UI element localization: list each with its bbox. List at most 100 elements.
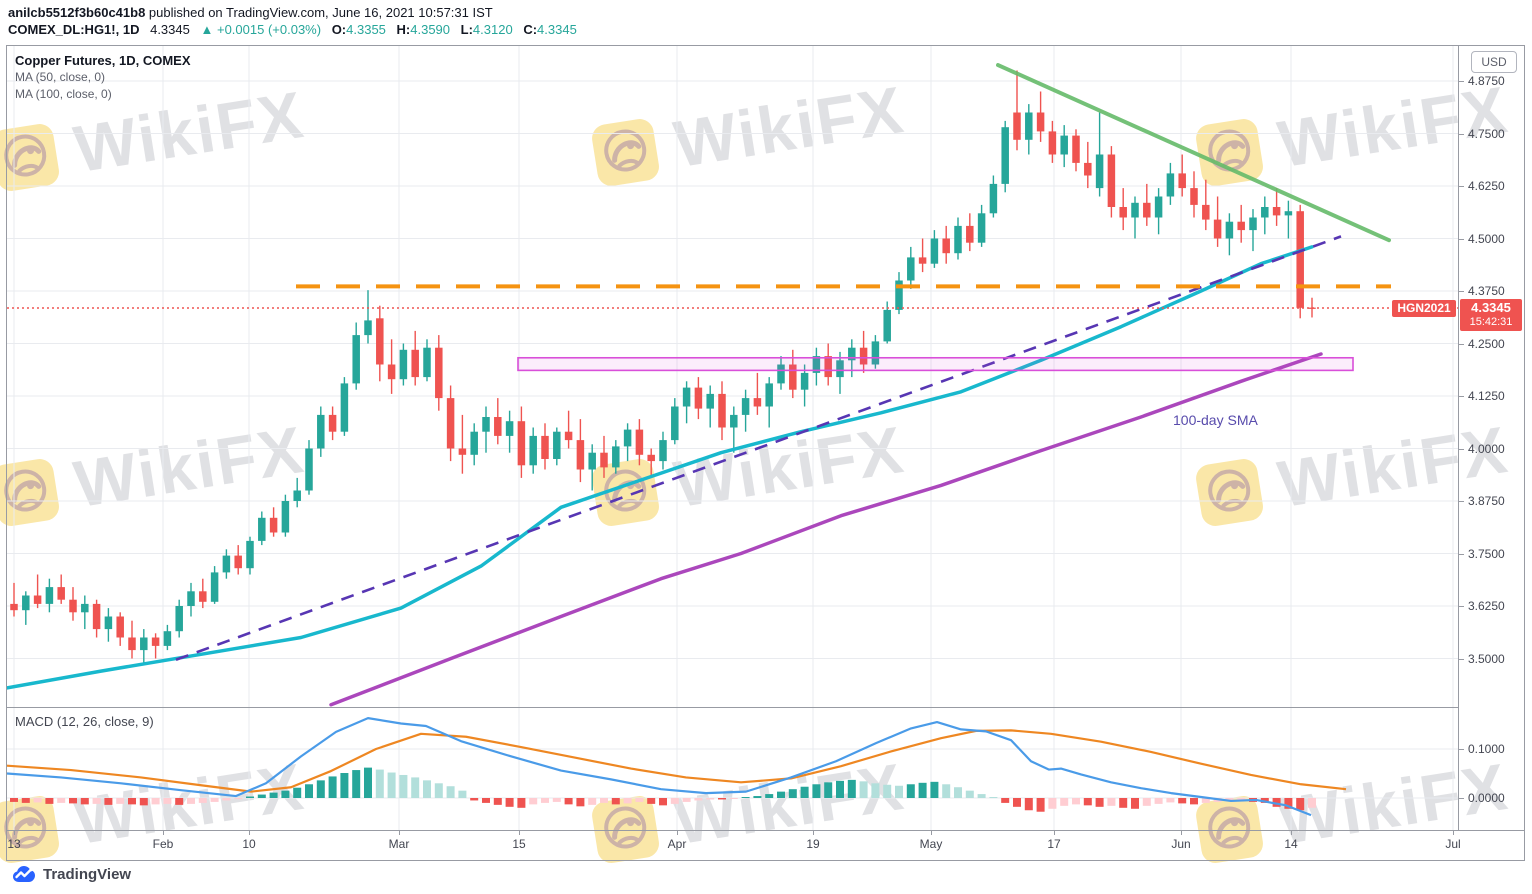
candle-body bbox=[1261, 207, 1269, 218]
price-zone-rect[interactable] bbox=[517, 356, 1354, 372]
candle-body bbox=[859, 347, 868, 365]
macd-hist-bar bbox=[187, 798, 195, 804]
macd-hist-bar bbox=[600, 798, 608, 803]
macd-hist-bar bbox=[965, 790, 974, 798]
candle-body bbox=[281, 501, 290, 533]
candle-body bbox=[1190, 188, 1198, 205]
tradingview-brand[interactable]: TradingView bbox=[43, 865, 132, 883]
symbol-header: COMEX_DL:HG1!, 1D 4.3345 ▲ +0.0015 (+0.0… bbox=[8, 22, 577, 37]
macd-hist-bar bbox=[670, 798, 679, 804]
candle-body bbox=[1213, 219, 1222, 239]
macd-hist-bar bbox=[411, 777, 420, 798]
macd-hist-bar bbox=[1272, 798, 1281, 807]
candle-body bbox=[81, 603, 89, 613]
macd-hist-bar bbox=[1166, 798, 1175, 803]
macd-hist-bar bbox=[635, 798, 644, 802]
candle-body bbox=[163, 631, 172, 646]
macd-hist-bar bbox=[564, 798, 573, 805]
candle-body bbox=[918, 257, 927, 264]
price-tick-label: 4.6250 bbox=[1459, 179, 1524, 193]
candle-body bbox=[871, 341, 880, 365]
macd-hist-bar bbox=[883, 784, 892, 798]
macd-hist-bar bbox=[80, 798, 89, 805]
candle-body bbox=[1249, 217, 1257, 231]
open-label: O: bbox=[331, 22, 347, 37]
macd-pane[interactable] bbox=[7, 708, 1458, 830]
ma100-line[interactable] bbox=[329, 352, 1323, 707]
candle-body bbox=[741, 398, 750, 415]
macd-signal-line bbox=[7, 729, 1347, 793]
price-tick-label: 4.0000 bbox=[1459, 442, 1524, 456]
publisher-id: anilcb5512f3b60c41b8 bbox=[8, 5, 146, 20]
candle-body bbox=[104, 616, 113, 630]
footer: TradingView bbox=[12, 864, 131, 884]
resistance-trendline-green[interactable] bbox=[996, 63, 1391, 243]
macd-hist-bar bbox=[1201, 798, 1210, 803]
candle-body bbox=[907, 257, 915, 281]
macd-hist-bar bbox=[387, 772, 396, 798]
candle-body bbox=[199, 591, 207, 602]
high-label: H: bbox=[396, 22, 411, 37]
candle-body bbox=[411, 349, 419, 378]
macd-hist-bar bbox=[942, 784, 951, 798]
candle-body bbox=[989, 183, 998, 214]
candle-body bbox=[494, 417, 502, 436]
candle-body bbox=[977, 213, 986, 243]
ma50-line[interactable] bbox=[7, 245, 1314, 690]
main-price-pane[interactable] bbox=[7, 46, 1458, 707]
time-axis-label: Jul bbox=[1445, 837, 1461, 851]
macd-hist-bar bbox=[198, 798, 207, 803]
candle-body bbox=[317, 414, 325, 449]
candle-body bbox=[895, 280, 903, 310]
macd-main-line bbox=[7, 717, 1312, 817]
macd-hist-bar bbox=[116, 798, 125, 804]
candle-body bbox=[1131, 202, 1139, 218]
time-tick-mark bbox=[163, 831, 164, 835]
support-trendline-dashed[interactable] bbox=[175, 235, 1342, 661]
candle-body bbox=[269, 517, 278, 533]
macd-hist-bar bbox=[1060, 798, 1069, 806]
time-axis[interactable]: 13 Feb 10 Mar 15 Apr 19 May 17 Jun 14 Jul bbox=[7, 830, 1524, 860]
currency-button[interactable]: USD bbox=[1471, 51, 1517, 73]
candle-body bbox=[187, 591, 195, 606]
macd-hist-bar bbox=[552, 798, 561, 802]
candle-body bbox=[470, 431, 478, 455]
macd-hist-bar bbox=[139, 798, 148, 806]
tick-mark bbox=[1459, 606, 1464, 608]
candle-body bbox=[635, 429, 644, 455]
candle-body bbox=[671, 406, 679, 441]
macd-hist-bar bbox=[576, 798, 585, 807]
candle-body bbox=[753, 398, 762, 407]
macd-hist-bar bbox=[1048, 798, 1057, 809]
tradingview-logo-icon[interactable] bbox=[12, 864, 36, 884]
time-axis-label: 10 bbox=[242, 837, 256, 851]
time-axis-label: Jun bbox=[1171, 837, 1191, 851]
candle-body bbox=[789, 364, 797, 390]
macd-hist-bar bbox=[623, 798, 632, 804]
macd-hist-bar bbox=[588, 798, 597, 805]
close-label: C: bbox=[523, 22, 538, 37]
candle-body bbox=[824, 356, 832, 378]
last-price-chip: 4.3345 15:42:31 bbox=[1460, 299, 1522, 331]
tick-mark bbox=[1459, 291, 1464, 293]
candle-body bbox=[1048, 131, 1057, 155]
candle-body bbox=[210, 572, 219, 602]
time-axis-label: 15 bbox=[512, 837, 526, 851]
time-tick-mark bbox=[1291, 831, 1292, 835]
legend-ma100: MA (100, close, 0) bbox=[15, 87, 112, 101]
candle-body bbox=[57, 587, 65, 600]
pane-separator[interactable] bbox=[7, 707, 1458, 708]
time-axis-label: 14 bbox=[1284, 837, 1298, 851]
macd-hist-bar bbox=[611, 798, 620, 805]
macd-hist-bar bbox=[824, 782, 833, 798]
macd-hist-bar bbox=[328, 776, 337, 798]
time-tick-mark bbox=[1453, 831, 1454, 835]
candle-body bbox=[458, 448, 467, 455]
candle-body bbox=[706, 393, 714, 409]
candle-body bbox=[293, 490, 301, 501]
macd-hist-bar bbox=[1013, 798, 1021, 807]
candle-body bbox=[659, 440, 667, 462]
price-axis[interactable]: USD 4.3345 15:42:31 4.8750 4.7500 4.6250 4.… bbox=[1458, 46, 1524, 830]
candle-body bbox=[529, 435, 537, 466]
time-axis-label: May bbox=[919, 837, 943, 851]
